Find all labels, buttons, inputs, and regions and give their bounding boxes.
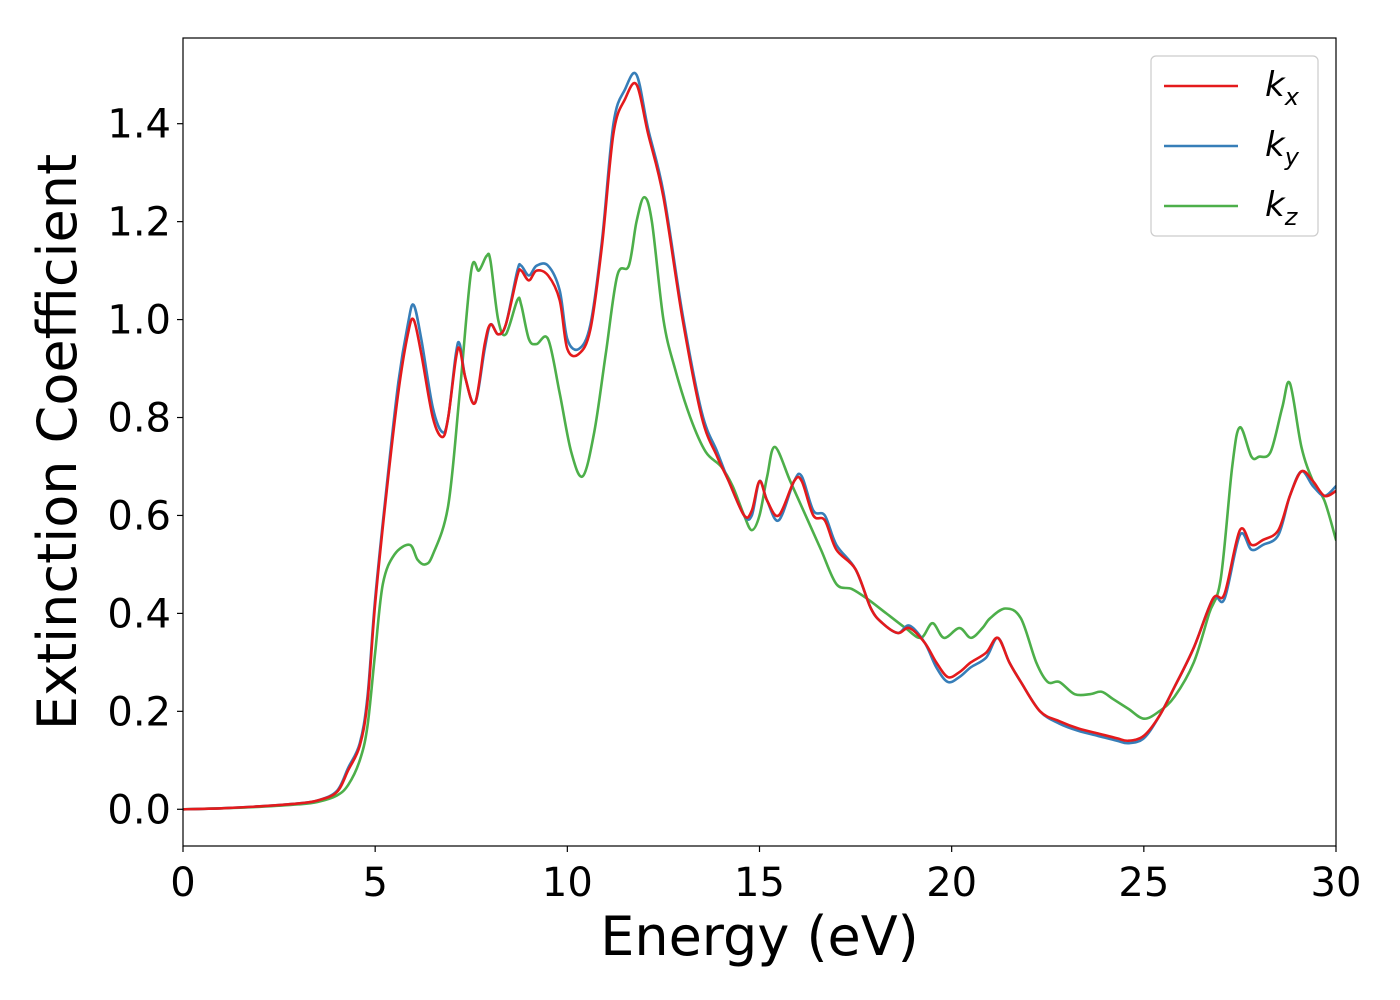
x-tick-label: 20 (926, 860, 977, 906)
x-axis-title: Energy (eV) (600, 905, 919, 968)
y-axis-title: Extinction Coefficient (26, 154, 89, 730)
y-tick-label: 0.0 (107, 787, 171, 833)
x-tick-label: 0 (170, 860, 195, 906)
x-tick-label: 10 (542, 860, 593, 906)
y-tick-label: 0.6 (107, 493, 171, 539)
y-tick-label: 0.4 (107, 591, 171, 637)
legend-label-subscript: y (1284, 143, 1300, 171)
series-line-kx (183, 81, 1336, 811)
series-layer (183, 71, 1336, 811)
y-tick-label: 1.4 (107, 102, 171, 148)
x-tick-label: 25 (1118, 860, 1169, 906)
y-tick-label: 1.2 (107, 200, 171, 246)
ticks-layer: 0 5 10 15 20 25 30 0.0 0.2 0.4 0.6 0.8 1.0 1.2 1.4 (107, 102, 1361, 906)
legend-label-subscript: x (1284, 83, 1300, 111)
x-tick-label: 5 (362, 860, 387, 906)
x-tick-label: 30 (1311, 860, 1362, 906)
y-tick-label: 0.8 (107, 396, 171, 442)
legend-item-kx: kx (1164, 65, 1300, 111)
x-tick-label: 15 (734, 860, 785, 906)
y-tick-label: 0.2 (107, 689, 171, 735)
y-tick-label: 1.0 (107, 298, 171, 344)
legend-label-subscript: z (1284, 203, 1299, 231)
